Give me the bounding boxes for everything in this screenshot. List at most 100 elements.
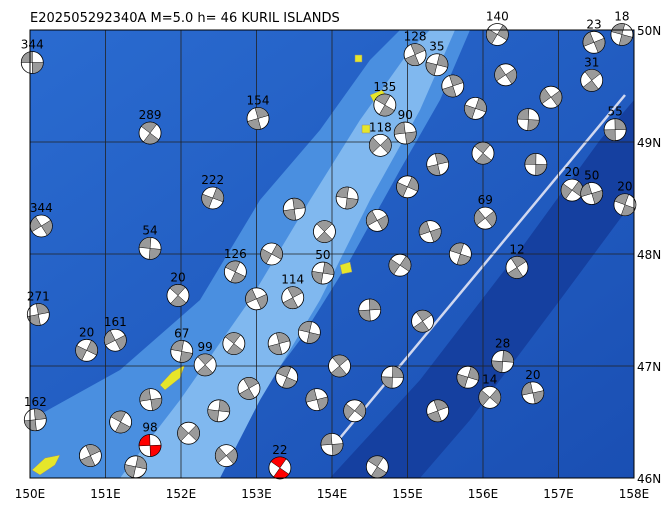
beachball-quadrants: [582, 69, 601, 92]
beachball: [411, 309, 435, 333]
beachball-quadrants: [517, 108, 540, 131]
beachball-quadrants: [169, 284, 187, 307]
beachball: [281, 286, 305, 310]
beachball-quadrants: [316, 220, 333, 243]
beachball: [138, 236, 162, 260]
beachball: [473, 206, 497, 230]
beachball-quadrants: [425, 53, 449, 76]
beachball: [282, 197, 306, 221]
depth-label: 99: [198, 340, 213, 354]
depth-label: 50: [584, 169, 599, 183]
beachball-quadrants: [196, 353, 214, 377]
depth-label: 54: [142, 223, 157, 237]
beachball: [26, 303, 50, 326]
lat-label: 47N: [637, 360, 661, 374]
beachball-quadrants: [247, 107, 269, 130]
depth-label: 344: [30, 201, 53, 215]
beachball: [365, 208, 389, 232]
beachball-quadrants: [276, 365, 298, 389]
beachball-quadrants: [320, 433, 344, 456]
beachball: [20, 51, 44, 74]
depth-label: 20: [617, 180, 632, 194]
beachball: [425, 53, 449, 77]
beachball-quadrants: [80, 444, 101, 467]
beachball: [305, 388, 329, 412]
beachball-quadrants: [441, 74, 464, 98]
beachball-quadrants: [201, 187, 224, 209]
beachball-quadrants: [474, 141, 492, 165]
beachball: [29, 214, 53, 238]
beachball: [418, 220, 442, 244]
beachball: [297, 320, 321, 344]
beachball: [103, 328, 127, 352]
beachball-quadrants: [394, 121, 417, 145]
lon-label: 158E: [619, 487, 650, 501]
beachball: [267, 332, 291, 356]
depth-label: 90: [398, 108, 413, 122]
beachball: [311, 261, 335, 285]
depth-label: 31: [584, 55, 599, 69]
beachball: [166, 284, 190, 307]
depth-label: 20: [525, 368, 540, 382]
beachball-quadrants: [473, 209, 497, 228]
depth-label: 69: [478, 193, 493, 207]
beachball-quadrants: [614, 193, 636, 216]
beachball: [560, 178, 584, 202]
beachball: [524, 152, 548, 176]
beachball-quadrants: [104, 330, 127, 351]
events: [20, 23, 637, 480]
depth-label: 118: [369, 120, 392, 134]
lon-label: 153E: [241, 487, 272, 501]
depth-label: 140: [486, 9, 509, 23]
beachball: [426, 152, 450, 176]
depth-label: 98: [142, 421, 157, 435]
beachball-quadrants: [494, 65, 517, 85]
lon-label: 157E: [543, 487, 574, 501]
depth-label: 344: [21, 37, 44, 51]
beachball: [201, 186, 225, 210]
frame: [29, 29, 635, 479]
beachball: [109, 410, 132, 434]
beachball: [268, 456, 292, 480]
beachball-quadrants: [335, 186, 359, 210]
beachball-quadrants: [603, 118, 627, 141]
beachball: [388, 253, 412, 277]
beachball-quadrants: [270, 456, 290, 480]
beachball-quadrants: [260, 244, 283, 264]
beachball-quadrants: [507, 256, 527, 279]
beachball: [403, 43, 427, 67]
trench-line: [329, 94, 626, 451]
beachball-quadrants: [464, 97, 487, 120]
beachball-quadrants: [207, 399, 230, 422]
beachball: [246, 107, 270, 130]
beachball: [580, 69, 604, 92]
beachball: [491, 350, 515, 373]
depth-label: 67: [174, 326, 189, 340]
beachball-quadrants: [449, 242, 472, 266]
beachball-quadrants: [610, 23, 633, 46]
title: E202505292340A M=5.0 h= 46 KURIL ISLANDS: [30, 11, 340, 26]
beachball-quadrants: [305, 388, 329, 411]
depth-label: 55: [607, 105, 622, 119]
beachball: [426, 399, 450, 423]
beachball-quadrants: [426, 153, 449, 176]
beachball: [328, 354, 351, 378]
depth-label: 135: [373, 80, 396, 94]
beachball-quadrants: [239, 377, 259, 400]
depth-label: 20: [564, 165, 579, 179]
depth-label: 154: [247, 93, 270, 107]
beachball-quadrants: [224, 332, 243, 355]
beachball-quadrants: [30, 216, 53, 236]
beachball-quadrants: [367, 455, 387, 478]
beachball-quadrants: [139, 388, 163, 411]
beachball: [275, 365, 299, 389]
beachball-quadrants: [311, 261, 335, 285]
lon-label: 150E: [15, 487, 46, 501]
beachball: [373, 93, 397, 117]
beachball: [313, 220, 336, 244]
beachball: [471, 141, 495, 165]
beachball: [494, 63, 518, 87]
beachball-quadrants: [282, 286, 303, 309]
beachball-quadrants: [27, 303, 50, 326]
